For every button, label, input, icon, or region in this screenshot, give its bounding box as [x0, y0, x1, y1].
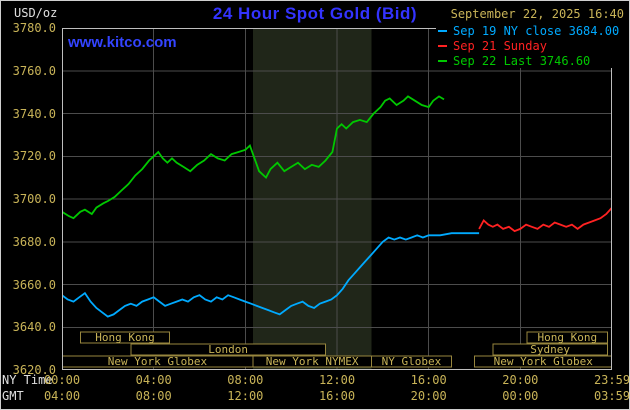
session-box — [79, 331, 171, 344]
x-axis-ny-time-label: 16:00 — [410, 373, 447, 387]
y-axis-tick-label: 3760.0 — [12, 63, 56, 78]
y-axis-tick-label: 3680.0 — [12, 234, 56, 249]
x-axis-gmt-label: 20:00 — [410, 389, 447, 403]
session-label: Sydney — [530, 343, 570, 356]
x-axis-ny-time-label: 00:00 — [43, 373, 81, 387]
y-axis-tick-label: 3780.0 — [12, 21, 56, 35]
x-axis-gmt-label: 08:00 — [135, 389, 172, 403]
legend: Sep 19 NY close 3684.00 Sep 21 Sunday Sep … — [436, 23, 622, 68]
units-label: USD/oz — [14, 6, 58, 20]
legend-label: Sep 22 Last 3746.60 — [453, 53, 591, 68]
x-axis-ny-time-label: 23:59 — [593, 373, 630, 387]
plot-border — [62, 28, 612, 370]
y-axis-tick-label: 3620.0 — [12, 363, 56, 377]
x-axis-gmt-label: 04:00 — [43, 389, 81, 403]
datetime-label: September 22, 2025 16:40 — [450, 7, 624, 21]
session-label: New York Globex — [108, 355, 208, 368]
session-label: London — [208, 343, 248, 356]
x-axis-gmt-label: 12:00 — [227, 389, 264, 403]
legend-item: Sep 21 Sunday — [436, 38, 622, 53]
legend-dash-icon — [438, 44, 447, 47]
x-axis-ny-time-label: 20:00 — [502, 373, 539, 387]
session-box — [370, 355, 453, 368]
x-axis-ny-time-label: 04:00 — [135, 373, 172, 387]
series-line-sep21 — [478, 207, 613, 233]
session-box — [492, 343, 608, 356]
session-label: Hong Kong — [538, 331, 598, 344]
session-label: Hong Kong — [95, 331, 155, 344]
y-axis-tick-label: 3740.0 — [12, 106, 56, 121]
series-line-sep22 — [61, 95, 445, 220]
plot-area: Hong Kong Hong Kong London Sydney New York G… — [61, 28, 613, 370]
x-axis-gmt-label: 16:00 — [318, 389, 356, 403]
legend-item: Sep 22 Last 3746.60 — [436, 53, 622, 68]
legend-label: Sep 21 Sunday — [453, 38, 547, 53]
session-label: New York Globex — [494, 355, 594, 368]
chart-title: 24 Hour Spot Gold (Bid) — [212, 4, 418, 23]
gmt-axis-caption: GMT — [2, 389, 24, 403]
y-axis-tick-label: 3640.0 — [12, 320, 56, 335]
x-axis-ny-time-label: 12:00 — [318, 373, 356, 387]
x-axis-gmt-label: 03:59 — [593, 389, 630, 403]
legend-dash-icon — [438, 29, 447, 32]
kitco-watermark-link[interactable]: www.kitco.com — [68, 34, 177, 51]
session-box — [130, 343, 327, 356]
session-label: NY Globex — [382, 355, 442, 368]
x-axis-gmt-label: 00:00 — [502, 389, 539, 403]
y-axis-tick-label: 3660.0 — [12, 277, 56, 292]
legend-dash-icon — [438, 59, 447, 62]
legend-label: Sep 19 NY close 3684.00 — [453, 23, 620, 38]
legend-item: Sep 19 NY close 3684.00 — [436, 23, 622, 38]
y-axis-tick-label: 3700.0 — [12, 192, 56, 206]
y-axis-tick-label: 3720.0 — [12, 149, 56, 164]
series-line-sep19 — [61, 232, 480, 318]
session-box — [526, 331, 608, 344]
session-label: New York NYMEX — [266, 355, 359, 368]
x-axis-ny-time-label: 08:00 — [227, 373, 264, 387]
ny-time-axis-caption: NY Time — [2, 373, 53, 387]
